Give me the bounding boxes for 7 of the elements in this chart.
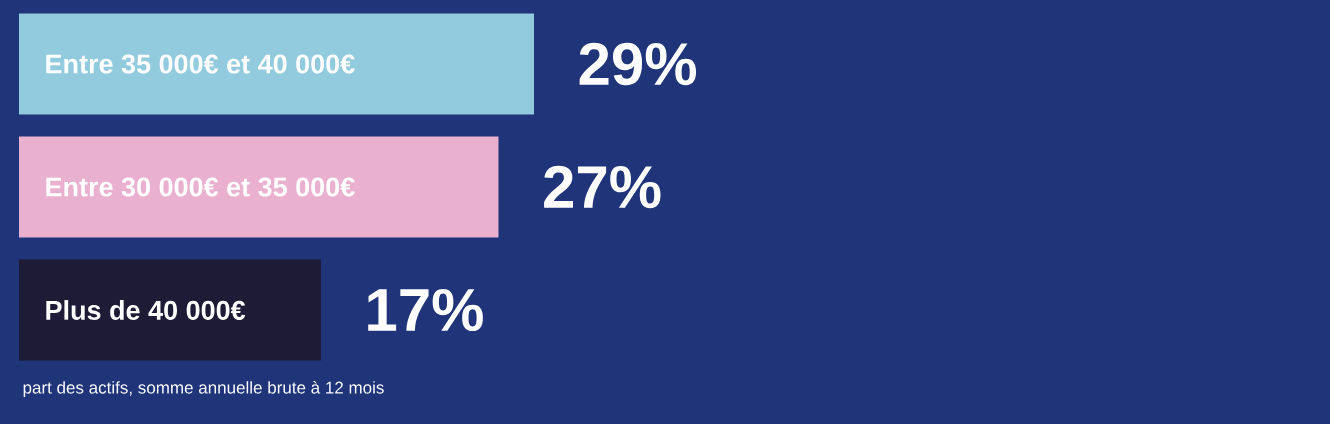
data-label: 27%	[544, 165, 661, 209]
data-label: 17%	[368, 288, 483, 332]
text: part des actifs, somme annuelle brute à 12 mois	[23, 380, 384, 398]
data-label: 29%	[579, 42, 697, 86]
y-tick-label: Plus de 40 000€	[46, 300, 246, 320]
y-tick-label: Entre 30 000€ et 35 000€	[46, 177, 355, 197]
y-tick-label: Entre 35 000€ et 40 000€	[46, 54, 355, 74]
